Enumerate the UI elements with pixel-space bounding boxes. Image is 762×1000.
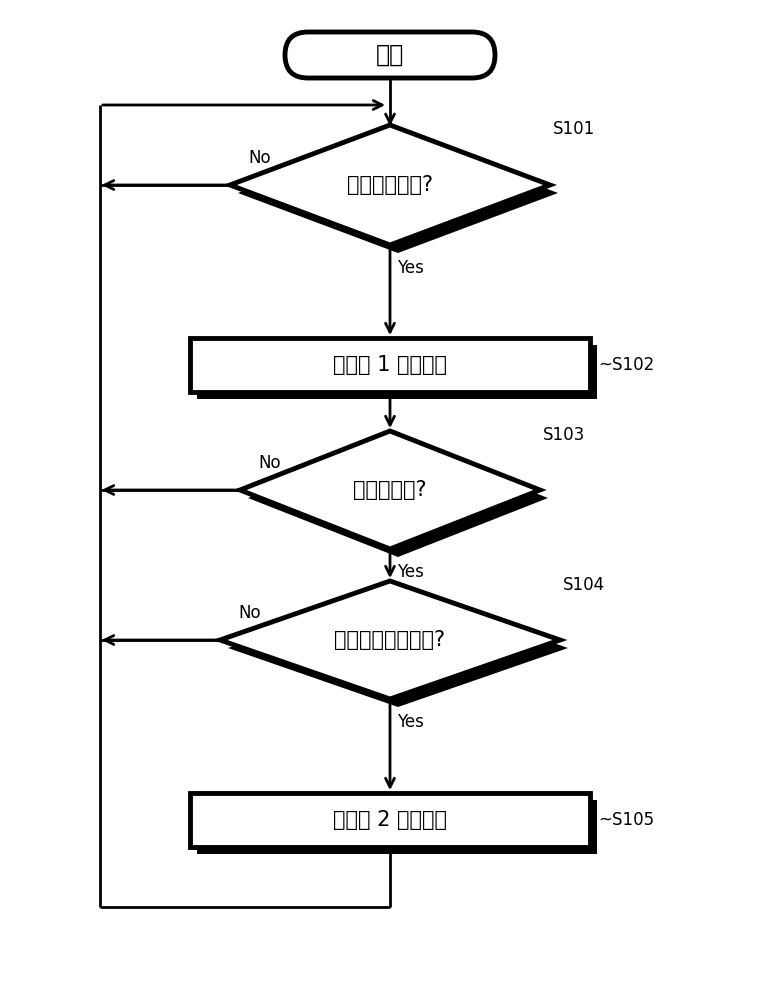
Text: 创建第 1 操作履历: 创建第 1 操作履历 bbox=[333, 355, 447, 375]
Bar bbox=[197, 800, 597, 854]
Text: 存在操作信息?: 存在操作信息? bbox=[347, 175, 433, 195]
Text: ~S105: ~S105 bbox=[598, 811, 654, 829]
Text: 正在执行加工程序?: 正在执行加工程序? bbox=[335, 630, 446, 650]
Text: No: No bbox=[238, 604, 261, 622]
Polygon shape bbox=[238, 133, 558, 253]
Polygon shape bbox=[240, 431, 540, 549]
Text: S101: S101 bbox=[553, 120, 595, 138]
FancyBboxPatch shape bbox=[285, 32, 495, 78]
Polygon shape bbox=[228, 589, 568, 707]
Bar bbox=[197, 345, 597, 399]
Polygon shape bbox=[220, 581, 560, 699]
Text: 产生了异常?: 产生了异常? bbox=[354, 480, 427, 500]
Polygon shape bbox=[248, 439, 548, 557]
Text: Yes: Yes bbox=[397, 713, 424, 731]
Polygon shape bbox=[230, 125, 550, 245]
Text: No: No bbox=[258, 454, 280, 472]
Bar bbox=[190, 793, 590, 847]
Text: 创建第 2 操作履历: 创建第 2 操作履历 bbox=[333, 810, 447, 830]
Bar bbox=[190, 338, 590, 392]
Text: S104: S104 bbox=[563, 576, 605, 594]
Text: Yes: Yes bbox=[397, 259, 424, 277]
Text: ~S102: ~S102 bbox=[598, 356, 655, 374]
Text: S103: S103 bbox=[543, 426, 585, 444]
Text: No: No bbox=[248, 149, 271, 167]
Text: Yes: Yes bbox=[397, 563, 424, 581]
Text: 开始: 开始 bbox=[376, 43, 404, 67]
